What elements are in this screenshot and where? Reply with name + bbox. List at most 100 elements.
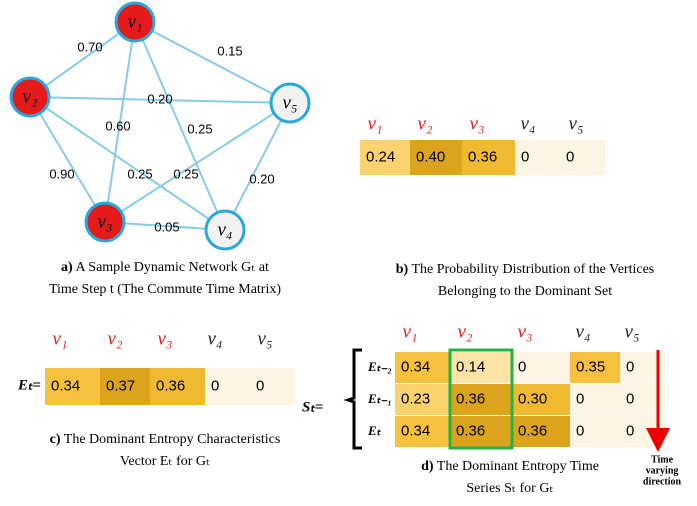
node bbox=[9, 76, 51, 118]
caption-line: The Dominant Entropy Time bbox=[437, 459, 599, 474]
cell bbox=[512, 416, 570, 447]
edge bbox=[134, 21, 291, 104]
series-value: 0.35 bbox=[576, 358, 605, 375]
caption-tag: d) bbox=[421, 459, 434, 474]
caption-line: Belonging to the Dominant Set bbox=[438, 284, 612, 299]
caption: b) The Probability Distribution of the V… bbox=[396, 262, 654, 277]
cell bbox=[45, 368, 100, 405]
caption-line: Time Step t (The Commute Time Matrix) bbox=[49, 282, 281, 297]
series-value: 0.36 bbox=[456, 422, 485, 439]
vertex-header: v₄ bbox=[575, 321, 590, 342]
caption: d) The Dominant Entropy Time bbox=[421, 459, 599, 474]
caption: Series Sₜ for Gₜ bbox=[466, 481, 553, 496]
vertex-header: v₃ bbox=[517, 321, 532, 342]
caption-tag: a) bbox=[61, 260, 73, 275]
cell bbox=[570, 416, 620, 447]
arrow-label: varying bbox=[646, 465, 679, 476]
cell bbox=[462, 140, 515, 175]
edge-label: 0.25 bbox=[127, 166, 152, 181]
series-value: 0 bbox=[626, 422, 634, 439]
series-value: 0.34 bbox=[401, 358, 430, 375]
cell bbox=[410, 140, 462, 175]
node bbox=[84, 201, 126, 243]
caption-tag: b) bbox=[396, 262, 409, 277]
node-label: v₃ bbox=[97, 211, 112, 232]
caption: a) A Sample Dynamic Network Gₜ at bbox=[61, 260, 269, 275]
edge bbox=[224, 102, 291, 231]
edge-label: 0.90 bbox=[49, 166, 74, 181]
cell bbox=[570, 384, 620, 415]
caption: Belonging to the Dominant Set bbox=[438, 284, 612, 299]
edge bbox=[29, 96, 226, 231]
cell bbox=[395, 352, 450, 383]
edge-label: 0.20 bbox=[147, 91, 172, 106]
arrow-label: Time bbox=[651, 454, 674, 465]
series-value: 0.36 bbox=[456, 390, 485, 407]
edge bbox=[104, 21, 136, 223]
edge-label: 0.15 bbox=[217, 43, 242, 58]
edge-label: 0.20 bbox=[249, 171, 274, 186]
vertex-header: v₅ bbox=[568, 113, 583, 134]
series-value: 0 bbox=[626, 358, 634, 375]
edge bbox=[104, 102, 291, 223]
series-value: 0 bbox=[626, 390, 634, 407]
vertex-header: v₄ bbox=[520, 113, 535, 134]
vertex-header: v₃ bbox=[469, 113, 484, 134]
vertex-header: v₂ bbox=[107, 328, 122, 349]
caption-line: Vector Eₜ for Gₜ bbox=[120, 454, 210, 469]
caption-line: A Sample Dynamic Network Gₜ at bbox=[75, 260, 269, 275]
series-value: 0.34 bbox=[401, 422, 430, 439]
highlight bbox=[448, 348, 514, 450]
prob-value: 0.40 bbox=[416, 148, 445, 165]
prob-value: 0 bbox=[521, 148, 529, 165]
cell bbox=[560, 140, 605, 175]
series-value: 0 bbox=[576, 422, 584, 439]
cell bbox=[512, 352, 570, 383]
cell bbox=[205, 368, 250, 405]
row-label: Eₜ= bbox=[17, 377, 41, 393]
edge-label: 0.70 bbox=[77, 39, 102, 54]
cell bbox=[515, 140, 560, 175]
node bbox=[114, 1, 156, 43]
edge bbox=[29, 21, 136, 98]
entropy-value: 0 bbox=[211, 377, 219, 394]
vertex-header: v₂ bbox=[457, 321, 472, 342]
cell bbox=[395, 384, 450, 415]
series-value: 0.36 bbox=[518, 422, 547, 439]
cell bbox=[512, 384, 570, 415]
node-label: v₄ bbox=[217, 219, 232, 240]
node-label: v₁ bbox=[127, 11, 142, 32]
vertex-header: v₁ bbox=[367, 113, 382, 134]
edge-label: 0.25 bbox=[173, 166, 198, 181]
edge-label: 0.25 bbox=[187, 121, 212, 136]
cell bbox=[395, 416, 450, 447]
series-value: 0.30 bbox=[518, 390, 547, 407]
brace bbox=[343, 348, 362, 450]
entropy-value: 0 bbox=[256, 377, 264, 394]
prob-value: 0.24 bbox=[366, 148, 395, 165]
series-value: 0 bbox=[576, 390, 584, 407]
edge bbox=[134, 21, 226, 231]
edge-label: 0.05 bbox=[154, 219, 179, 234]
edge bbox=[29, 96, 106, 223]
prob-value: 0 bbox=[566, 148, 574, 165]
arrow-label: direction bbox=[643, 476, 682, 487]
cell bbox=[360, 140, 410, 175]
prob-value: 0.36 bbox=[468, 148, 497, 165]
row-label: Eₜ₋₁ bbox=[367, 391, 392, 406]
node bbox=[204, 209, 246, 251]
series-value: 0.23 bbox=[401, 390, 430, 407]
series-value: 0 bbox=[518, 358, 526, 375]
caption: Vector Eₜ for Gₜ bbox=[120, 454, 210, 469]
cell bbox=[570, 352, 620, 383]
caption-tag: c) bbox=[50, 432, 61, 447]
cell bbox=[150, 368, 205, 405]
vertex-header: v₅ bbox=[257, 328, 272, 349]
row-label: Eₜ bbox=[367, 423, 382, 438]
vertex-header: v₄ bbox=[207, 328, 222, 349]
node-label: v₂ bbox=[22, 86, 37, 107]
caption-line: Series Sₜ for Gₜ bbox=[466, 481, 553, 496]
edge bbox=[29, 96, 291, 104]
vertex-header: v₃ bbox=[157, 328, 172, 349]
